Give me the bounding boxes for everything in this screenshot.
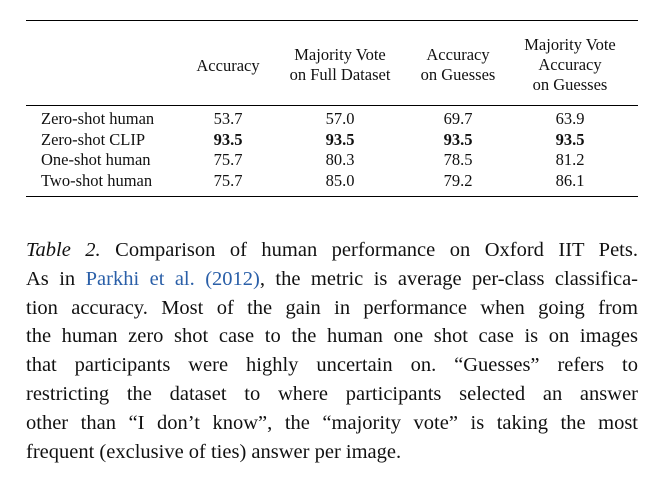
caption-line: tion accuracy. Most of the gain in perfo…	[26, 296, 638, 319]
table-cell: 86.1	[555, 170, 585, 190]
column-header-accuracy: Accuracy	[196, 56, 260, 75]
caption-line: frequent (exclusive of ties) answer per …	[26, 440, 402, 463]
caption-line: As in Parkhi et al. (2012), the metric i…	[26, 267, 638, 290]
caption-line: that participants were highly uncertain …	[26, 354, 638, 377]
table-row: Zero-shot CLIP 93.5 93.5 93.5 93.5	[0, 130, 670, 150]
table-top-rule	[26, 20, 638, 22]
table-cell: 75.7	[213, 150, 243, 169]
column-header-majority-vote-full: Majority Vote on Full Dataset	[289, 45, 391, 84]
column-header-majority-vote-guesses: Majority Vote Accuracy on Guesses	[524, 35, 616, 94]
table-cell: 93.5	[325, 129, 355, 149]
table-cell: 93.5	[555, 129, 585, 149]
citation-link[interactable]: Parkhi et al. (2012)	[85, 267, 260, 290]
table-cell: 93.5	[443, 129, 473, 149]
table-cell: 85.0	[325, 170, 355, 190]
row-label: One-shot human	[41, 150, 151, 169]
table-cell: 69.7	[443, 109, 473, 128]
table-cell: 53.7	[213, 109, 243, 128]
column-header-accuracy-guesses: Accuracy on Guesses	[420, 45, 496, 84]
table-bottom-rule	[26, 196, 638, 198]
table-caption: Table 2. Comparison of human performance…	[26, 236, 638, 466]
table-cell: 75.7	[213, 170, 243, 190]
table-row: Zero-shot human 53.7 57.0 69.7 63.9	[0, 109, 670, 129]
row-label: Zero-shot human	[41, 109, 155, 128]
caption-line: the human zero shot case to the human on…	[26, 325, 638, 348]
table-cell: 81.2	[555, 150, 585, 169]
table-cell: 80.3	[325, 150, 355, 169]
caption-table-label: Table 2.	[26, 239, 101, 261]
table-cell: 79.2	[443, 170, 473, 190]
row-label: Two-shot human	[41, 170, 153, 190]
table-cell: 63.9	[555, 109, 585, 128]
row-label: Zero-shot CLIP	[41, 129, 146, 149]
table-header-rule	[26, 105, 638, 106]
table-row: Two-shot human 75.7 85.0 79.2 86.1	[0, 171, 670, 191]
table-row: One-shot human 75.7 80.3 78.5 81.2	[0, 150, 670, 170]
table-cell: 93.5	[213, 129, 243, 149]
caption-line: other than “I don’t know”, the “majority…	[26, 411, 638, 434]
caption-line: restricting the dataset to where partici…	[26, 382, 638, 405]
table-cell: 57.0	[325, 109, 355, 128]
table-cell: 78.5	[443, 150, 473, 169]
caption-line: Table 2. Comparison of human performance…	[26, 239, 638, 261]
